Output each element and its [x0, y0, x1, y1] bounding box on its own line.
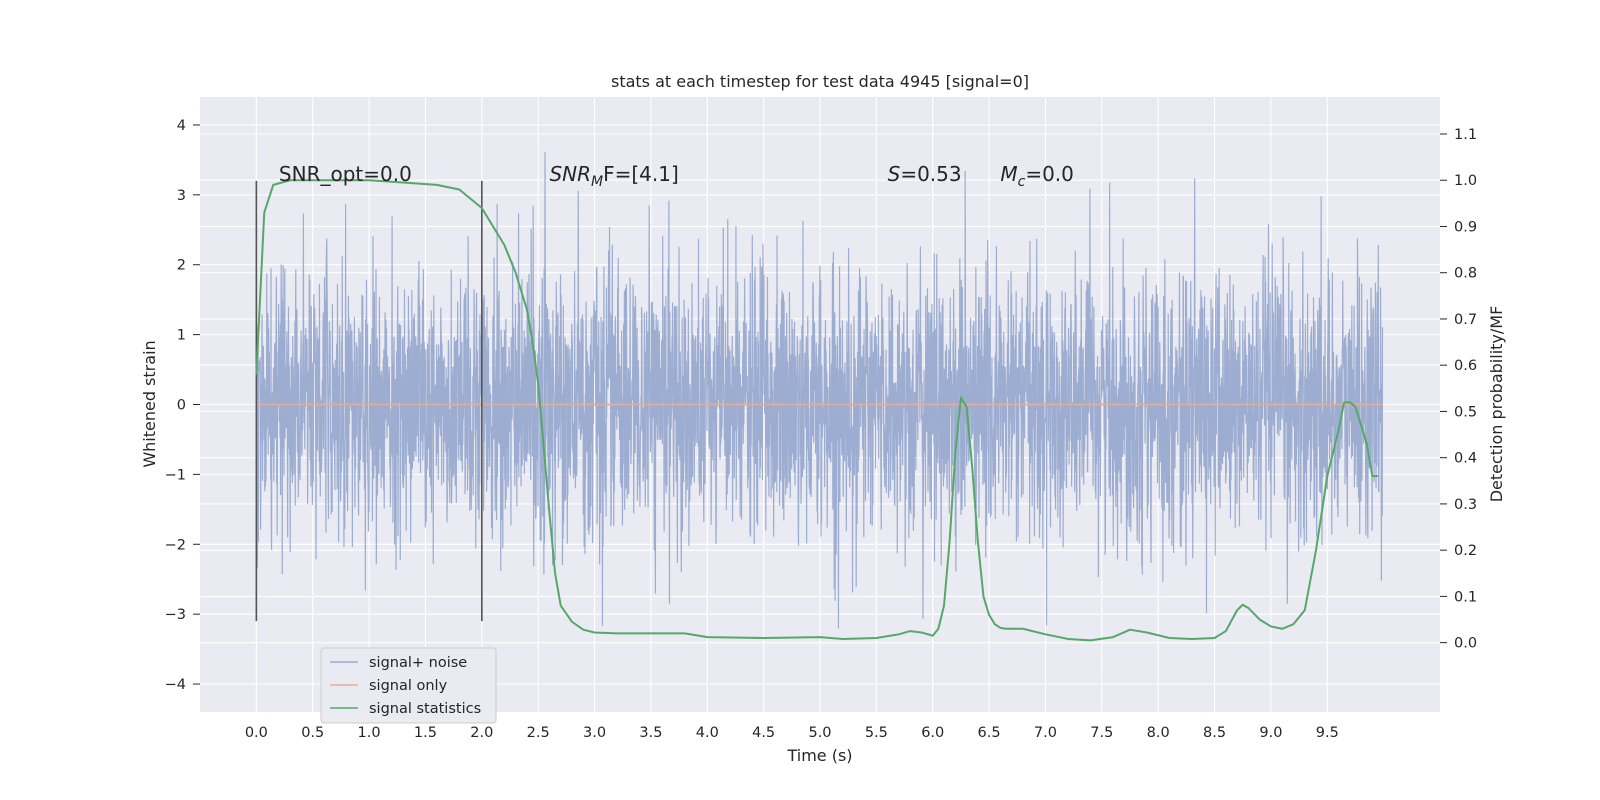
x-tick-label: 0.5: [301, 725, 324, 741]
y2-tick-label: 0.2: [1454, 543, 1477, 559]
chart-title: stats at each timestep for test data 494…: [611, 72, 1029, 91]
x-tick-label: 4.0: [696, 725, 719, 741]
x-tick-label: 7.5: [1090, 725, 1113, 741]
annotation-text: S=0.53: [888, 162, 962, 186]
y2-tick-label: 0.1: [1454, 589, 1477, 605]
y2-tick-label: 1.1: [1454, 127, 1477, 143]
x-tick-label: 8.0: [1147, 725, 1170, 741]
noise-trace: [255, 151, 1384, 629]
vertical-markers: [255, 180, 483, 622]
x-tick-label: 7.0: [1034, 725, 1057, 741]
annotation-text: SNR_opt=0.0: [279, 162, 412, 186]
annotation-text: Mc=0.0: [1000, 162, 1074, 190]
y-tick-label: 3: [177, 188, 186, 204]
annotations: SNR_opt=0.0 SNRMF=[4.1] S=0.53 Mc=0.0: [279, 162, 1074, 190]
y-tick-label: −2: [165, 537, 186, 553]
x-tick-label: 1.5: [414, 725, 437, 741]
x-tick-label: 6.0: [921, 725, 944, 741]
signal-statistics-curve: [255, 179, 1378, 642]
x-axis-label: Time (s): [786, 746, 852, 765]
legend-label-signal-only: signal only: [369, 678, 448, 694]
y2-tick-label: 0.4: [1454, 451, 1477, 467]
legend-box: [320, 647, 497, 724]
x-tick-label: 5.0: [808, 725, 831, 741]
y-tick-label: −4: [165, 677, 186, 693]
y2-tick-label: 0.3: [1454, 497, 1477, 513]
x-tick-label: 2.0: [470, 725, 493, 741]
x-tick-label: 2.5: [527, 725, 550, 741]
tick-labels: 0.0 0.5 1.0 1.5 2.0 2.5 3.0 3.5 4.0 4.5 5.0 5.5 6.0 6…: [165, 118, 1477, 741]
x-tick-label: 3.5: [639, 725, 662, 741]
y2-tick-label: 1.0: [1454, 173, 1477, 189]
x-tick-label: 9.0: [1259, 725, 1282, 741]
x-tick-label: 5.5: [865, 725, 888, 741]
y2-tick-label: 0.9: [1454, 219, 1477, 235]
x-tick-label: 4.5: [752, 725, 775, 741]
series-signal-noise: [255, 151, 1384, 629]
y-tick-label: 1: [177, 328, 186, 344]
x-tick-label: 9.5: [1316, 725, 1339, 741]
x-tick-label: 6.5: [978, 725, 1001, 741]
legend-label-signal-noise: signal+ noise: [369, 655, 467, 671]
y-tick-label: 0: [177, 398, 186, 414]
legend: signal+ noise signal only signal statist…: [320, 647, 497, 724]
y-tick-label: −1: [165, 467, 186, 483]
y2-tick-label: 0.0: [1454, 636, 1477, 652]
y2-tick-label: 0.6: [1454, 358, 1477, 374]
y-axis-label: Whitened strain: [140, 340, 159, 467]
y2-tick-label: 0.7: [1454, 312, 1477, 328]
y2-tick-label: 0.5: [1454, 404, 1477, 420]
y-tick-label: −3: [165, 607, 186, 623]
annotation-text: SNRMF=[4.1]: [549, 162, 678, 190]
y2-tick-label: 0.8: [1454, 266, 1477, 282]
legend-label-signal-statistics: signal statistics: [369, 701, 481, 717]
x-tick-label: 1.0: [358, 725, 381, 741]
x-tick-label: 0.0: [245, 725, 268, 741]
y-tick-label: 2: [177, 258, 186, 274]
y-tick-label: 4: [177, 118, 186, 134]
x-tick-label: 3.0: [583, 725, 606, 741]
series-signal-statistics: [255, 179, 1378, 642]
x-tick-label: 8.5: [1203, 725, 1226, 741]
y2-axis-label: Detection probability/MF: [1487, 306, 1506, 503]
